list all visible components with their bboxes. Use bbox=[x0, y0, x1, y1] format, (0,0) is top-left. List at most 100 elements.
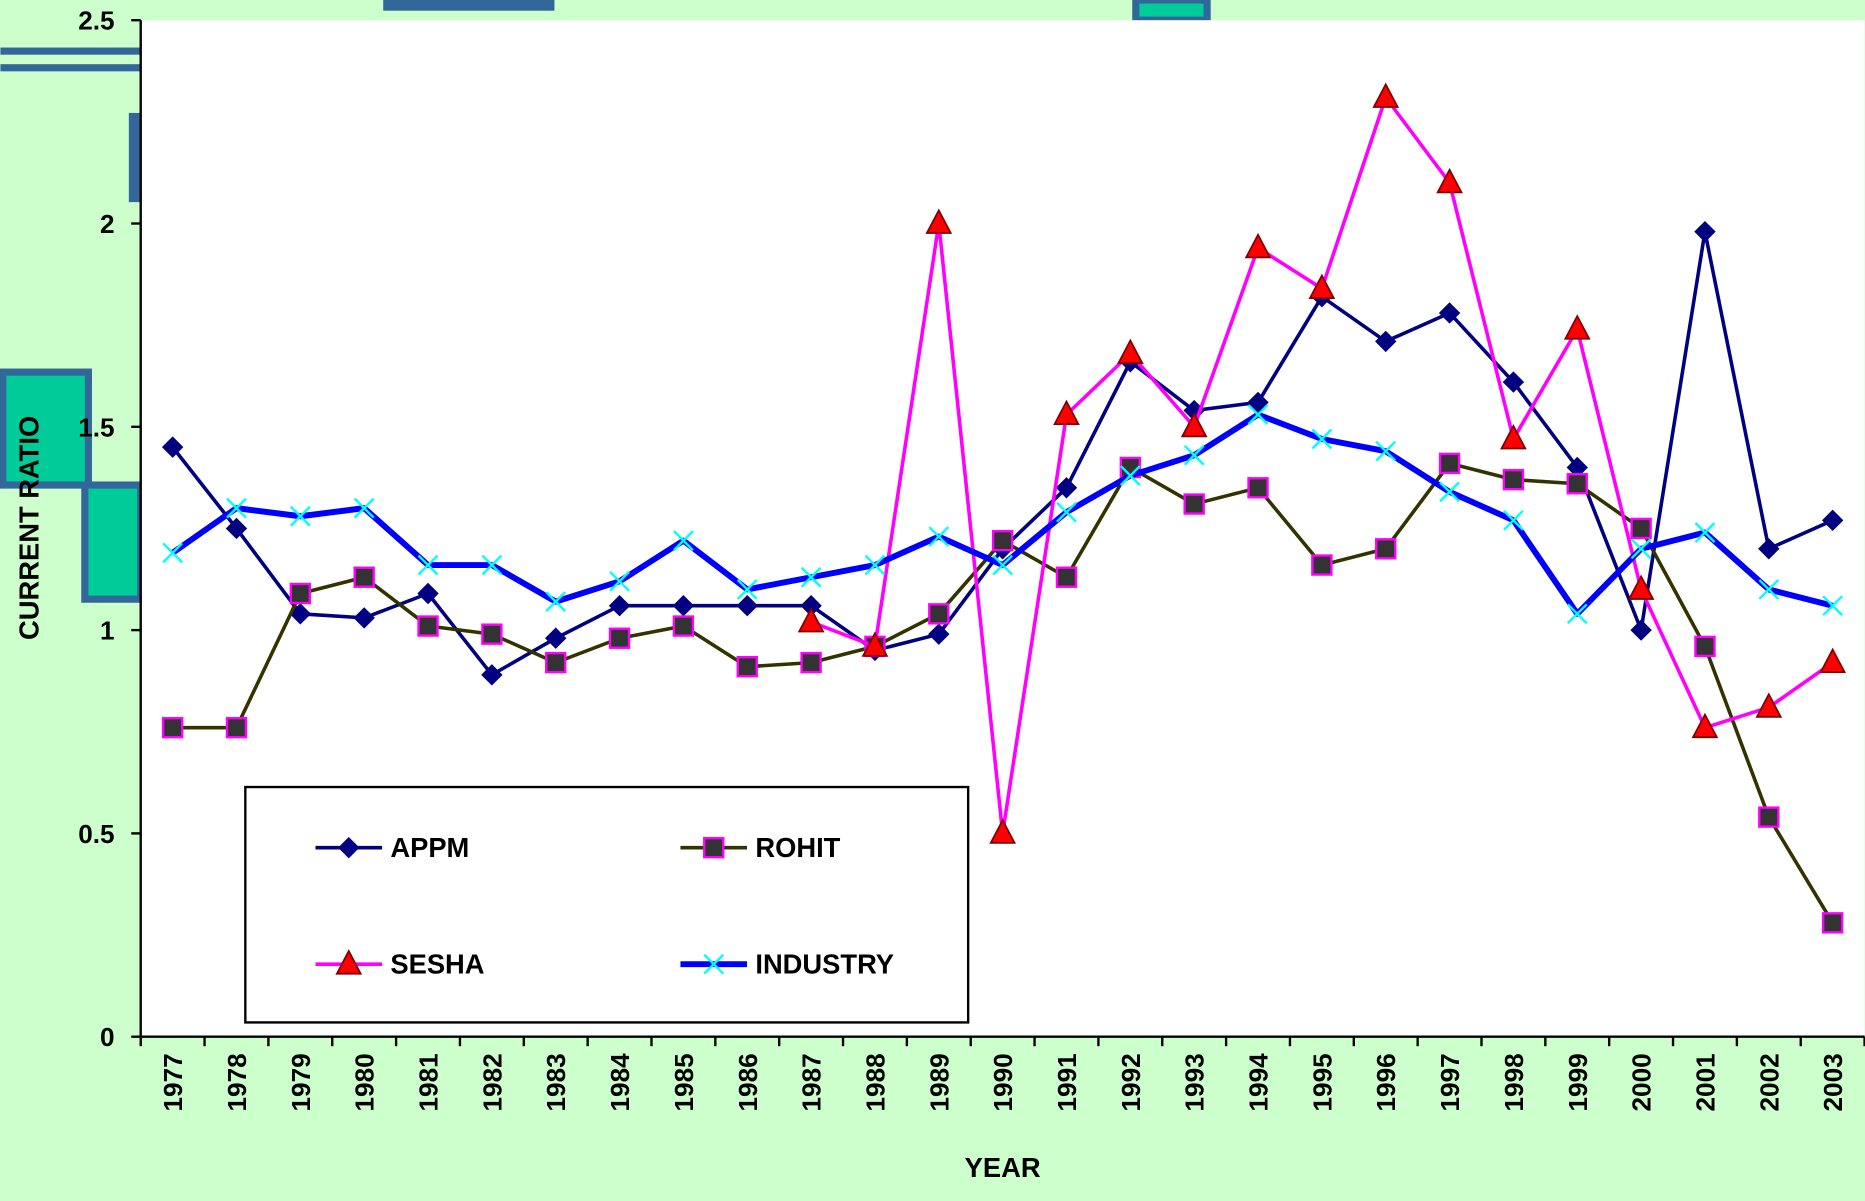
marker bbox=[338, 836, 360, 859]
y-tick-label: 1 bbox=[100, 616, 115, 646]
y-tick-label: 2.5 bbox=[78, 6, 114, 36]
legend bbox=[244, 785, 970, 1024]
marker bbox=[672, 595, 695, 617]
marker bbox=[800, 595, 822, 617]
x-tick-label: 1995 bbox=[1307, 1053, 1337, 1111]
x-axis-label: YEAR bbox=[965, 1152, 1041, 1183]
marker bbox=[1502, 468, 1525, 491]
x-tick-label: 1991 bbox=[1052, 1053, 1082, 1111]
marker bbox=[1375, 440, 1397, 462]
x-tick-label: 1992 bbox=[1116, 1053, 1146, 1111]
deco-bar bbox=[128, 112, 141, 203]
x-tick-label: 1990 bbox=[988, 1053, 1018, 1111]
marker bbox=[925, 208, 953, 234]
marker bbox=[609, 570, 630, 592]
x-tick-label: 2003 bbox=[1818, 1053, 1848, 1111]
marker bbox=[1183, 444, 1205, 466]
x-tick-label: 1985 bbox=[669, 1053, 699, 1111]
x-tick-label: 1978 bbox=[222, 1053, 252, 1111]
marker bbox=[1566, 456, 1588, 479]
marker bbox=[672, 615, 695, 637]
marker bbox=[225, 716, 248, 739]
legend-label: APPM bbox=[390, 832, 469, 863]
x-tick-label: 1980 bbox=[350, 1053, 380, 1111]
marker bbox=[161, 436, 184, 458]
y-tick-label: 1.5 bbox=[78, 412, 114, 442]
deco-bar bbox=[0, 64, 141, 72]
marker bbox=[928, 526, 950, 547]
x-tick-label: 1982 bbox=[477, 1053, 507, 1111]
marker bbox=[1056, 501, 1077, 523]
marker bbox=[736, 655, 758, 678]
marker bbox=[800, 566, 822, 588]
marker bbox=[1821, 912, 1844, 934]
marker bbox=[1180, 411, 1208, 438]
marker bbox=[608, 627, 631, 649]
marker bbox=[1247, 404, 1269, 425]
y-axis-label: CURRENT RATIO bbox=[13, 416, 44, 640]
marker bbox=[1372, 82, 1400, 108]
decoration bbox=[0, 0, 1211, 603]
marker bbox=[161, 716, 184, 739]
marker bbox=[1758, 538, 1780, 560]
x-tick-label: 1998 bbox=[1499, 1053, 1529, 1111]
marker bbox=[481, 623, 503, 645]
marker bbox=[864, 554, 886, 576]
x-tick-label: 1989 bbox=[924, 1053, 954, 1111]
legend-label: ROHIT bbox=[755, 832, 840, 863]
marker bbox=[1502, 371, 1525, 393]
marker bbox=[797, 606, 825, 633]
marker bbox=[1819, 647, 1847, 674]
marker bbox=[225, 517, 248, 540]
marker bbox=[928, 603, 950, 625]
marker bbox=[1691, 712, 1719, 739]
y-tick-label: 0 bbox=[100, 1022, 115, 1052]
x-tick-label: 1986 bbox=[733, 1053, 763, 1111]
marker bbox=[1630, 619, 1652, 641]
marker bbox=[1694, 635, 1716, 658]
x-tick-label: 1997 bbox=[1435, 1053, 1465, 1111]
x-tick-label: 2002 bbox=[1754, 1053, 1784, 1111]
marker bbox=[673, 530, 694, 552]
legend-label: SESHA bbox=[390, 949, 484, 980]
marker bbox=[353, 497, 375, 519]
x-tick-label: 1988 bbox=[860, 1053, 890, 1111]
marker bbox=[1119, 465, 1141, 486]
legend-label: INDUSTRY bbox=[755, 949, 894, 980]
marker bbox=[1375, 538, 1397, 560]
deco-bar bbox=[383, 0, 555, 11]
marker bbox=[1694, 522, 1716, 543]
marker bbox=[481, 664, 503, 686]
marker bbox=[1758, 579, 1780, 600]
marker bbox=[289, 582, 312, 605]
marker bbox=[1439, 481, 1460, 503]
marker bbox=[1630, 517, 1652, 540]
marker bbox=[992, 554, 1013, 576]
marker bbox=[1244, 232, 1272, 259]
marker bbox=[1055, 566, 1078, 588]
marker bbox=[703, 836, 725, 859]
deco-block bbox=[1132, 0, 1211, 24]
marker bbox=[1563, 314, 1591, 340]
y-tick-label: 0.5 bbox=[78, 819, 114, 849]
marker bbox=[1311, 554, 1333, 576]
marker bbox=[1566, 473, 1588, 495]
marker bbox=[1308, 273, 1336, 299]
x-tick-label: 1983 bbox=[541, 1053, 571, 1111]
marker bbox=[703, 953, 725, 975]
marker bbox=[1438, 452, 1461, 475]
x-tick-label: 1979 bbox=[286, 1053, 316, 1111]
deco-block bbox=[81, 481, 145, 603]
marker bbox=[1375, 330, 1397, 353]
marker bbox=[1053, 399, 1080, 426]
marker bbox=[861, 631, 889, 657]
marker bbox=[736, 595, 758, 617]
marker bbox=[545, 591, 567, 612]
x-tick-label: 1994 bbox=[1244, 1053, 1274, 1112]
marker bbox=[1311, 428, 1333, 450]
marker bbox=[1758, 806, 1780, 828]
x-tick-label: 1984 bbox=[605, 1053, 635, 1112]
x-tick-label: 1993 bbox=[1180, 1053, 1210, 1111]
marker bbox=[289, 505, 311, 527]
x-tick-label: 2001 bbox=[1690, 1053, 1720, 1111]
